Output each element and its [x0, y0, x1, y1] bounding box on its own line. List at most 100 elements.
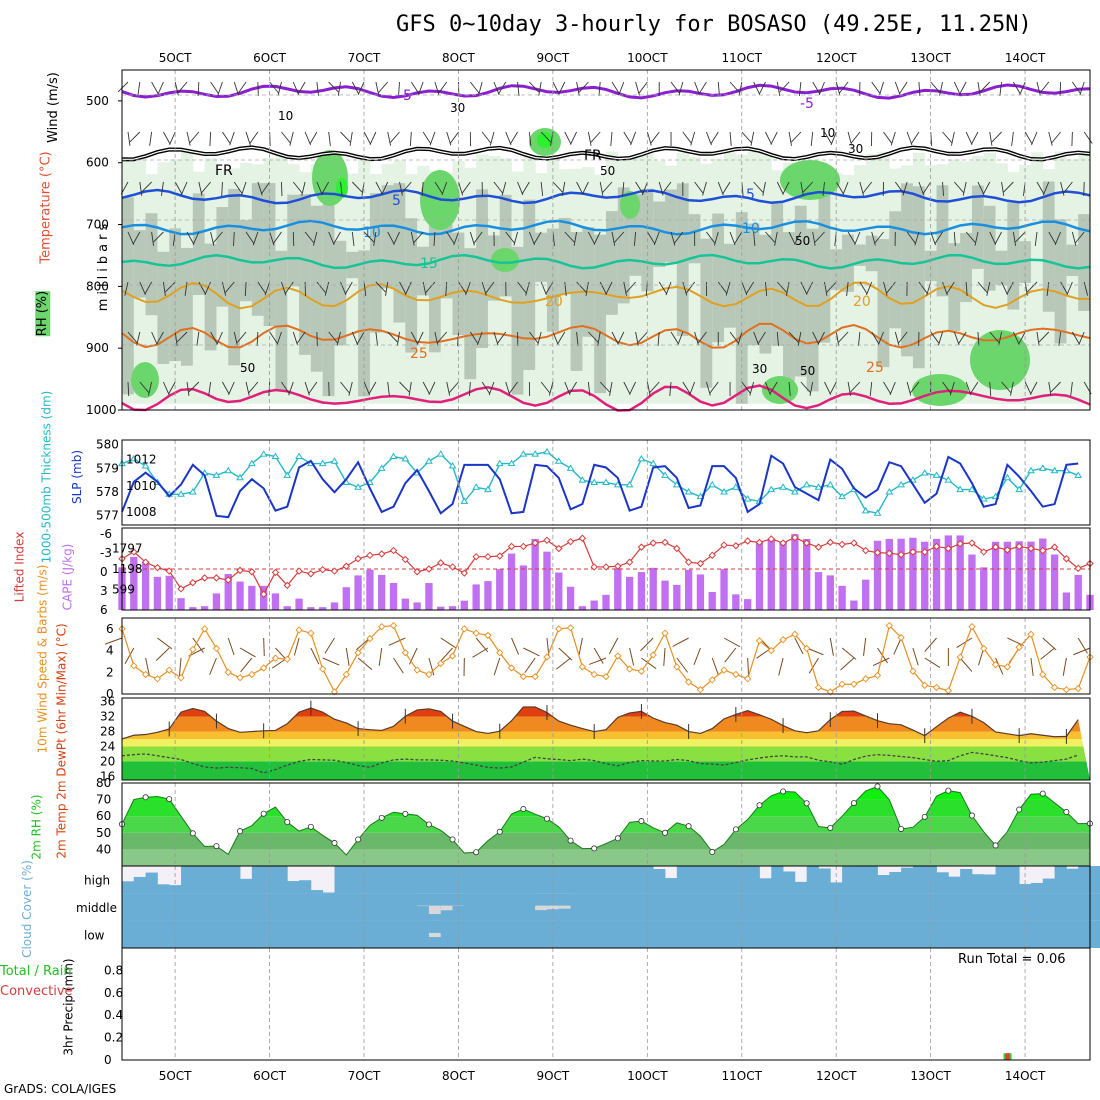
- cloud-bar: [440, 920, 453, 948]
- date-label-bottom: 7OCT: [348, 1069, 381, 1083]
- cape-bar: [921, 541, 929, 610]
- cloud-bar: [759, 920, 772, 948]
- wind-barb: [765, 231, 776, 243]
- wind-barb: [753, 181, 764, 193]
- cloud-gap: [546, 905, 560, 910]
- contour-label: FR: [584, 148, 602, 164]
- cloud-bar: [405, 920, 418, 948]
- rh-tick-label: 40: [96, 842, 111, 856]
- wind-barb: [989, 331, 1000, 343]
- wind-barb: [1071, 231, 1077, 246]
- cloud-bar: [971, 874, 985, 894]
- wind-barb: [646, 131, 652, 146]
- thickness-point: [495, 459, 504, 467]
- cloud-bar: [181, 893, 194, 921]
- wind-barb: [233, 331, 238, 346]
- slp-line: [121, 454, 1079, 519]
- wind-barb: [930, 331, 940, 344]
- rh-shade-cell: [204, 243, 217, 351]
- wind-barb: [144, 281, 153, 295]
- rh-shade-cell: [275, 250, 288, 392]
- rh2m-point: [614, 835, 621, 842]
- cloud-bar: [322, 892, 335, 894]
- cloud-bar: [251, 920, 265, 948]
- rh2m-point: [307, 823, 314, 830]
- wind-barb: [201, 181, 211, 194]
- cape-bar: [401, 598, 409, 610]
- wind-barb: [340, 131, 351, 143]
- wind-barb: [449, 131, 459, 144]
- wind-barb: [344, 281, 353, 295]
- wind-barb: [478, 81, 483, 96]
- rh2m-point: [166, 796, 173, 803]
- contour-label: FR: [215, 163, 233, 179]
- wind-barb: [385, 281, 389, 296]
- wind10m-point: [460, 625, 468, 633]
- wind-barb: [1001, 281, 1008, 295]
- wind-barb: [788, 381, 791, 396]
- thickness-point: [1003, 473, 1012, 481]
- wind-barb: [309, 131, 318, 145]
- wind-barb: [497, 331, 507, 344]
- cape-bar: [543, 551, 551, 610]
- wind10m-point: [401, 649, 409, 657]
- date-label-top: 6OCT: [253, 51, 286, 65]
- thickness-point: [637, 454, 646, 462]
- cape-bar: [625, 576, 634, 610]
- wind-barb: [597, 331, 601, 346]
- wind10m-barb: [840, 657, 855, 671]
- wind-barb: [633, 231, 637, 246]
- wind-barb: [725, 281, 731, 296]
- cloud-bar: [511, 866, 524, 894]
- cloud-bar: [1019, 893, 1032, 921]
- rh2m-point: [780, 788, 787, 795]
- cape-bar: [862, 579, 870, 610]
- wind-barb: [1060, 181, 1065, 196]
- wind-barb: [165, 281, 176, 293]
- li-point: [484, 552, 492, 561]
- wind-barb: [281, 381, 290, 394]
- wind-barb: [404, 281, 412, 295]
- thickness-point: [129, 454, 138, 462]
- thickness-point: [519, 450, 528, 457]
- rh-blob: [537, 132, 553, 148]
- cape-bar: [838, 585, 846, 610]
- rh2m-point: [732, 826, 739, 833]
- cloud-bar: [853, 893, 867, 921]
- cloud-bar: [735, 893, 749, 921]
- cloud-bar: [464, 866, 477, 894]
- cloud-bar: [535, 866, 548, 894]
- wind-barb: [493, 81, 500, 96]
- wind-barb: [236, 331, 247, 344]
- li-point: [519, 542, 528, 551]
- wind-barb: [709, 381, 719, 394]
- cloud-bar: [853, 866, 867, 894]
- rh2m-point: [1039, 790, 1046, 797]
- li-point: [496, 552, 504, 560]
- li-point: [956, 540, 964, 548]
- thickness-point: [330, 457, 339, 464]
- temperature-legend-label: Temperature (°C): [38, 151, 54, 264]
- cloud-bar: [369, 866, 383, 894]
- pressure-tick-label: 600: [86, 156, 109, 170]
- rh-legend-label: RH (%): [35, 290, 51, 337]
- thickness-point: [377, 464, 386, 471]
- rh-shade-cell: [1042, 181, 1056, 312]
- wind-barb: [1083, 281, 1089, 296]
- li-point: [307, 570, 315, 578]
- rh2m-label: 2m RH (%): [29, 794, 44, 860]
- cloud-bar: [417, 894, 430, 921]
- cape-bar: [366, 569, 374, 610]
- cloud-bar: [570, 893, 583, 921]
- cloud-bar: [393, 866, 406, 894]
- wind-barb: [333, 231, 341, 245]
- cloud-bar: [960, 920, 973, 948]
- cape-lifted-index-panel: -6 -3 0 3 6 599 1198 1797: [100, 527, 1094, 617]
- rh-shade-cell: [1007, 202, 1020, 310]
- li-point: [377, 550, 386, 558]
- cloud-bar: [1078, 893, 1091, 921]
- precip-tick-label: 0.6: [104, 986, 123, 1000]
- wind-barb: [812, 81, 821, 95]
- wind-barb: [800, 381, 811, 393]
- temp-band: [122, 761, 1090, 780]
